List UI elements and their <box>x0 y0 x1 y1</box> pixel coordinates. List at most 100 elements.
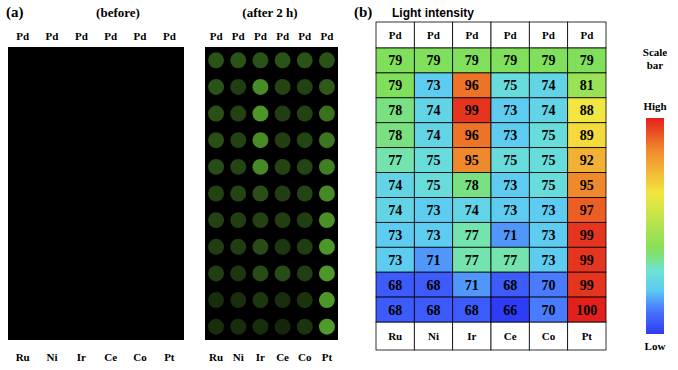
cell-label: 71 <box>465 278 479 293</box>
spot <box>230 292 246 308</box>
column-top-label: Pd <box>254 30 267 42</box>
cell-label: 79 <box>465 53 479 68</box>
cell-label: 79 <box>580 53 594 68</box>
footer-label: Ir <box>467 330 476 342</box>
cell-label: 78 <box>388 103 402 118</box>
spot <box>230 239 246 255</box>
heat-cell <box>453 297 491 322</box>
cell-label: 73 <box>503 103 517 118</box>
heat-cell <box>376 123 414 148</box>
spot <box>275 106 291 122</box>
cell-label: 88 <box>580 103 594 118</box>
heat-cell <box>491 297 529 322</box>
cell-label: 92 <box>580 153 594 168</box>
heat-cell <box>568 197 606 222</box>
spot <box>230 319 246 335</box>
spot <box>297 79 313 95</box>
column-bottom-label: Ni <box>47 351 58 363</box>
spot <box>275 186 291 202</box>
cell-label: 77 <box>465 228 479 243</box>
spot <box>208 186 224 202</box>
heat-cell <box>529 197 567 222</box>
spot <box>230 52 246 68</box>
cell-label: 73 <box>427 78 441 93</box>
cell-label: 74 <box>388 178 402 193</box>
column-top-label: Pd <box>298 30 311 42</box>
heat-cell <box>414 123 452 148</box>
heat-cell <box>568 297 606 322</box>
spot <box>208 106 224 122</box>
cell-label: 74 <box>465 203 479 218</box>
spot <box>275 212 291 228</box>
cell-label: 79 <box>542 53 556 68</box>
heat-cell <box>376 297 414 322</box>
heat-cell <box>414 247 452 272</box>
spot <box>252 132 268 148</box>
cell-label: 75 <box>542 153 556 168</box>
spot <box>230 132 246 148</box>
heat-cell <box>491 148 529 173</box>
column-top-label: Pd <box>134 30 147 42</box>
column-top-label: Pd <box>276 30 289 42</box>
spot <box>297 52 313 68</box>
heatmap-labels: 7979797979797973967574817874997374887874… <box>388 53 597 317</box>
cell-label: 68 <box>503 278 517 293</box>
cell-label: 75 <box>542 128 556 143</box>
cell-label: 79 <box>503 53 517 68</box>
cell-label: 75 <box>503 78 517 93</box>
heat-cell <box>453 48 491 73</box>
spot <box>252 265 268 281</box>
cell-label: 66 <box>503 303 517 318</box>
cell-label: 89 <box>580 128 594 143</box>
cell-label: 79 <box>427 53 441 68</box>
footer-cell <box>453 322 491 350</box>
cell-label: 74 <box>542 78 556 93</box>
heat-cell <box>376 197 414 222</box>
cell-label: 78 <box>388 128 402 143</box>
heat-cell <box>453 272 491 297</box>
spot <box>297 212 313 228</box>
cell-label: 71 <box>427 253 441 268</box>
column-bottom-label: Pt <box>164 351 175 363</box>
heat-cell <box>453 123 491 148</box>
cell-label: 71 <box>503 228 517 243</box>
heat-cell <box>529 272 567 297</box>
heat-cell <box>491 222 529 247</box>
cell-label: 95 <box>465 153 479 168</box>
heat-cell <box>568 48 606 73</box>
cell-label: 68 <box>465 303 479 318</box>
cell-label: 68 <box>388 278 402 293</box>
spot <box>319 212 335 228</box>
heat-cell <box>453 247 491 272</box>
spot <box>297 265 313 281</box>
footer-label: Pt <box>582 330 593 342</box>
image-background <box>8 47 184 340</box>
spot <box>252 106 268 122</box>
heat-cell <box>453 173 491 198</box>
heat-cell <box>453 98 491 123</box>
header-cell <box>453 22 491 48</box>
column-bottom-label: Co <box>133 351 147 363</box>
spot <box>319 186 335 202</box>
heat-cell <box>529 123 567 148</box>
footer-cell <box>491 322 529 350</box>
cell-label: 74 <box>427 128 441 143</box>
spot <box>275 52 291 68</box>
cell-label: 99 <box>580 253 594 268</box>
column-top-label: Pd <box>163 30 176 42</box>
heat-cell <box>376 247 414 272</box>
cell-label: 77 <box>503 253 517 268</box>
cell-label: 74 <box>542 103 556 118</box>
chart-title: Light intensity <box>392 6 474 20</box>
figure: (a)(before)PdPdPdPdPdPdRuNiIrCeCoPt(afte… <box>0 0 678 370</box>
header-cell <box>568 22 606 48</box>
spot <box>319 265 335 281</box>
header-label: Pd <box>389 29 402 41</box>
cell-label: 79 <box>388 53 402 68</box>
spot <box>208 292 224 308</box>
cell-label: 73 <box>503 128 517 143</box>
spot <box>297 319 313 335</box>
heat-cell <box>376 272 414 297</box>
cell-label: 99 <box>580 278 594 293</box>
column-top-label: Pd <box>210 30 223 42</box>
